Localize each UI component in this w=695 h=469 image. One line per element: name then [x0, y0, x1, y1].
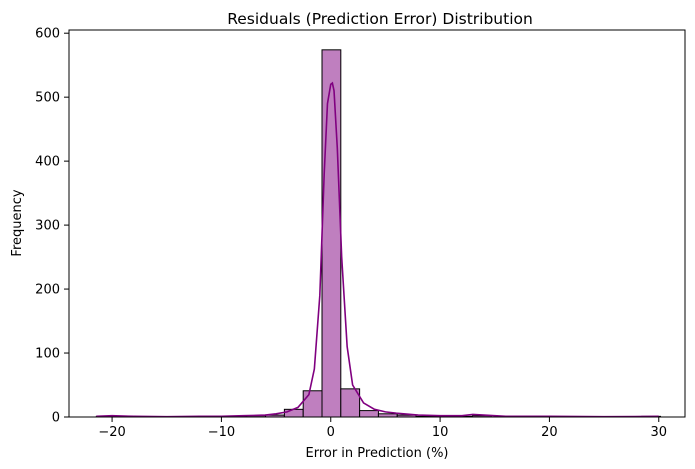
x-tick-label: 10	[432, 425, 449, 440]
x-axis-ticks: −20 −10 0 10 20 30	[98, 417, 667, 440]
x-tick-label: −20	[98, 425, 125, 440]
x-tick-label: 20	[541, 425, 558, 440]
histogram-bar	[302, 390, 323, 418]
y-tick-label: 0	[52, 411, 60, 426]
histogram-bar	[359, 410, 379, 418]
y-tick-label: 400	[35, 155, 60, 170]
y-tick-label: 100	[35, 347, 60, 362]
x-tick-label: −10	[208, 425, 235, 440]
histogram-bars	[95, 49, 662, 418]
y-axis-label: Frequency	[10, 189, 25, 256]
x-axis-label: Error in Prediction (%)	[305, 446, 448, 461]
y-tick-label: 500	[35, 91, 60, 106]
x-tick-label: 0	[327, 425, 335, 440]
chart-title: Residuals (Prediction Error) Distributio…	[227, 10, 533, 28]
y-tick-label: 600	[35, 27, 60, 42]
x-tick-label: 30	[650, 425, 667, 440]
y-axis-ticks: 0 100 200 300 400 500 600	[35, 27, 69, 426]
kde-curve	[96, 81, 659, 418]
y-tick-label: 300	[35, 219, 60, 234]
axes-frame	[68, 29, 686, 418]
y-tick-label: 200	[35, 283, 60, 298]
histogram-bar	[321, 49, 342, 418]
histogram-bar	[283, 408, 304, 418]
